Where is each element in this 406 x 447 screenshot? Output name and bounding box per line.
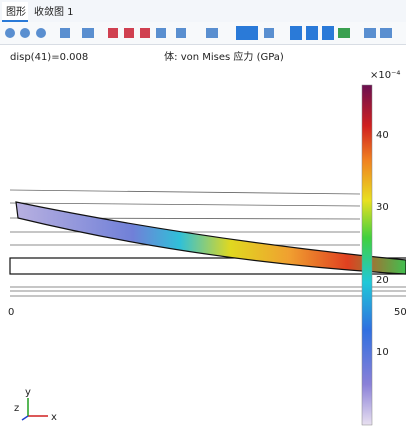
tool-button[interactable]: [108, 28, 118, 38]
colorbar-unit: ×10⁻⁴: [370, 70, 400, 81]
tab[interactable]: [2, 2, 28, 22]
tool-button[interactable]: [322, 26, 334, 40]
tool-button[interactable]: [5, 28, 15, 38]
deformed-beam: [15, 201, 406, 275]
tool-button[interactable]: [140, 28, 150, 38]
tab-label[interactable]: 收敛图 1: [34, 5, 74, 18]
tab-label[interactable]: 图形: [6, 6, 26, 18]
tool-button[interactable]: [364, 28, 376, 38]
tool-button[interactable]: [36, 28, 46, 38]
triad-label: y: [25, 387, 31, 398]
toolbar-icons: [5, 26, 392, 40]
tool-button[interactable]: [380, 28, 392, 38]
tool-button[interactable]: [60, 28, 70, 38]
triad-label: x: [51, 412, 57, 423]
tool-button[interactable]: [82, 28, 94, 38]
triad: x y z: [14, 387, 57, 423]
tab-bar: [0, 0, 406, 22]
tool-button[interactable]: [124, 28, 134, 38]
tool-button[interactable]: [176, 28, 186, 38]
tool-button[interactable]: [236, 26, 258, 40]
tool-button[interactable]: [264, 28, 274, 38]
colorbar-tick: 10: [376, 347, 389, 358]
colorbar-tick: 20: [376, 275, 389, 286]
colorbar: [361, 84, 373, 426]
tool-button[interactable]: [156, 28, 166, 38]
axis-label: 0: [8, 307, 14, 318]
tool-button[interactable]: [338, 28, 350, 38]
colorbar-tick: 40: [376, 130, 389, 141]
tool-button[interactable]: [20, 28, 30, 38]
plot-title: 体: von Mises 应力 (GPa): [164, 50, 284, 63]
toolbar: [0, 22, 406, 44]
axis-label: 50: [394, 307, 406, 318]
tool-button[interactable]: [290, 26, 302, 40]
colorbar-tick: 30: [376, 202, 389, 213]
tool-button[interactable]: [206, 28, 218, 38]
plot-label: disp(41)=0.008: [10, 52, 88, 63]
tool-button[interactable]: [306, 26, 318, 40]
triad-label: z: [14, 403, 19, 414]
